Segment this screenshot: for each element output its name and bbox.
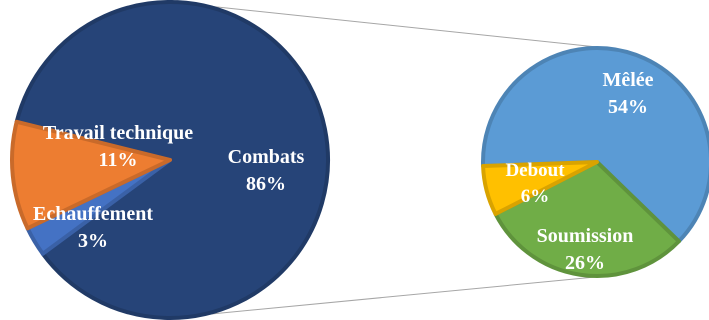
value-debout: 6% xyxy=(521,186,550,207)
value-soumission: 26% xyxy=(565,252,605,274)
main-pie: Combats 86% Travail technique 11% Echauf… xyxy=(10,0,330,320)
slice-combats xyxy=(14,0,330,320)
value-melee: 54% xyxy=(608,96,648,118)
slice-debout xyxy=(481,160,599,216)
label-melee: Mêlée xyxy=(602,69,653,91)
value-echauffement: 3% xyxy=(78,230,108,252)
label-soumission: Soumission xyxy=(537,225,634,247)
label-travail-technique: Travail technique xyxy=(43,122,193,144)
label-combats: Combats xyxy=(228,146,305,168)
slice-melee xyxy=(481,46,709,244)
label-echauffement: Echauffement xyxy=(33,203,153,225)
value-combats: 86% xyxy=(246,173,286,195)
connector-line-top xyxy=(169,1,617,50)
secondary-pie: Mêlée 54% Debout 6% Soumission 26% xyxy=(481,46,709,278)
slice-travail-technique xyxy=(10,119,172,231)
label-debout: Debout xyxy=(505,160,565,181)
value-travail-technique: 11% xyxy=(99,149,138,171)
connector-line-bottom xyxy=(169,274,617,319)
